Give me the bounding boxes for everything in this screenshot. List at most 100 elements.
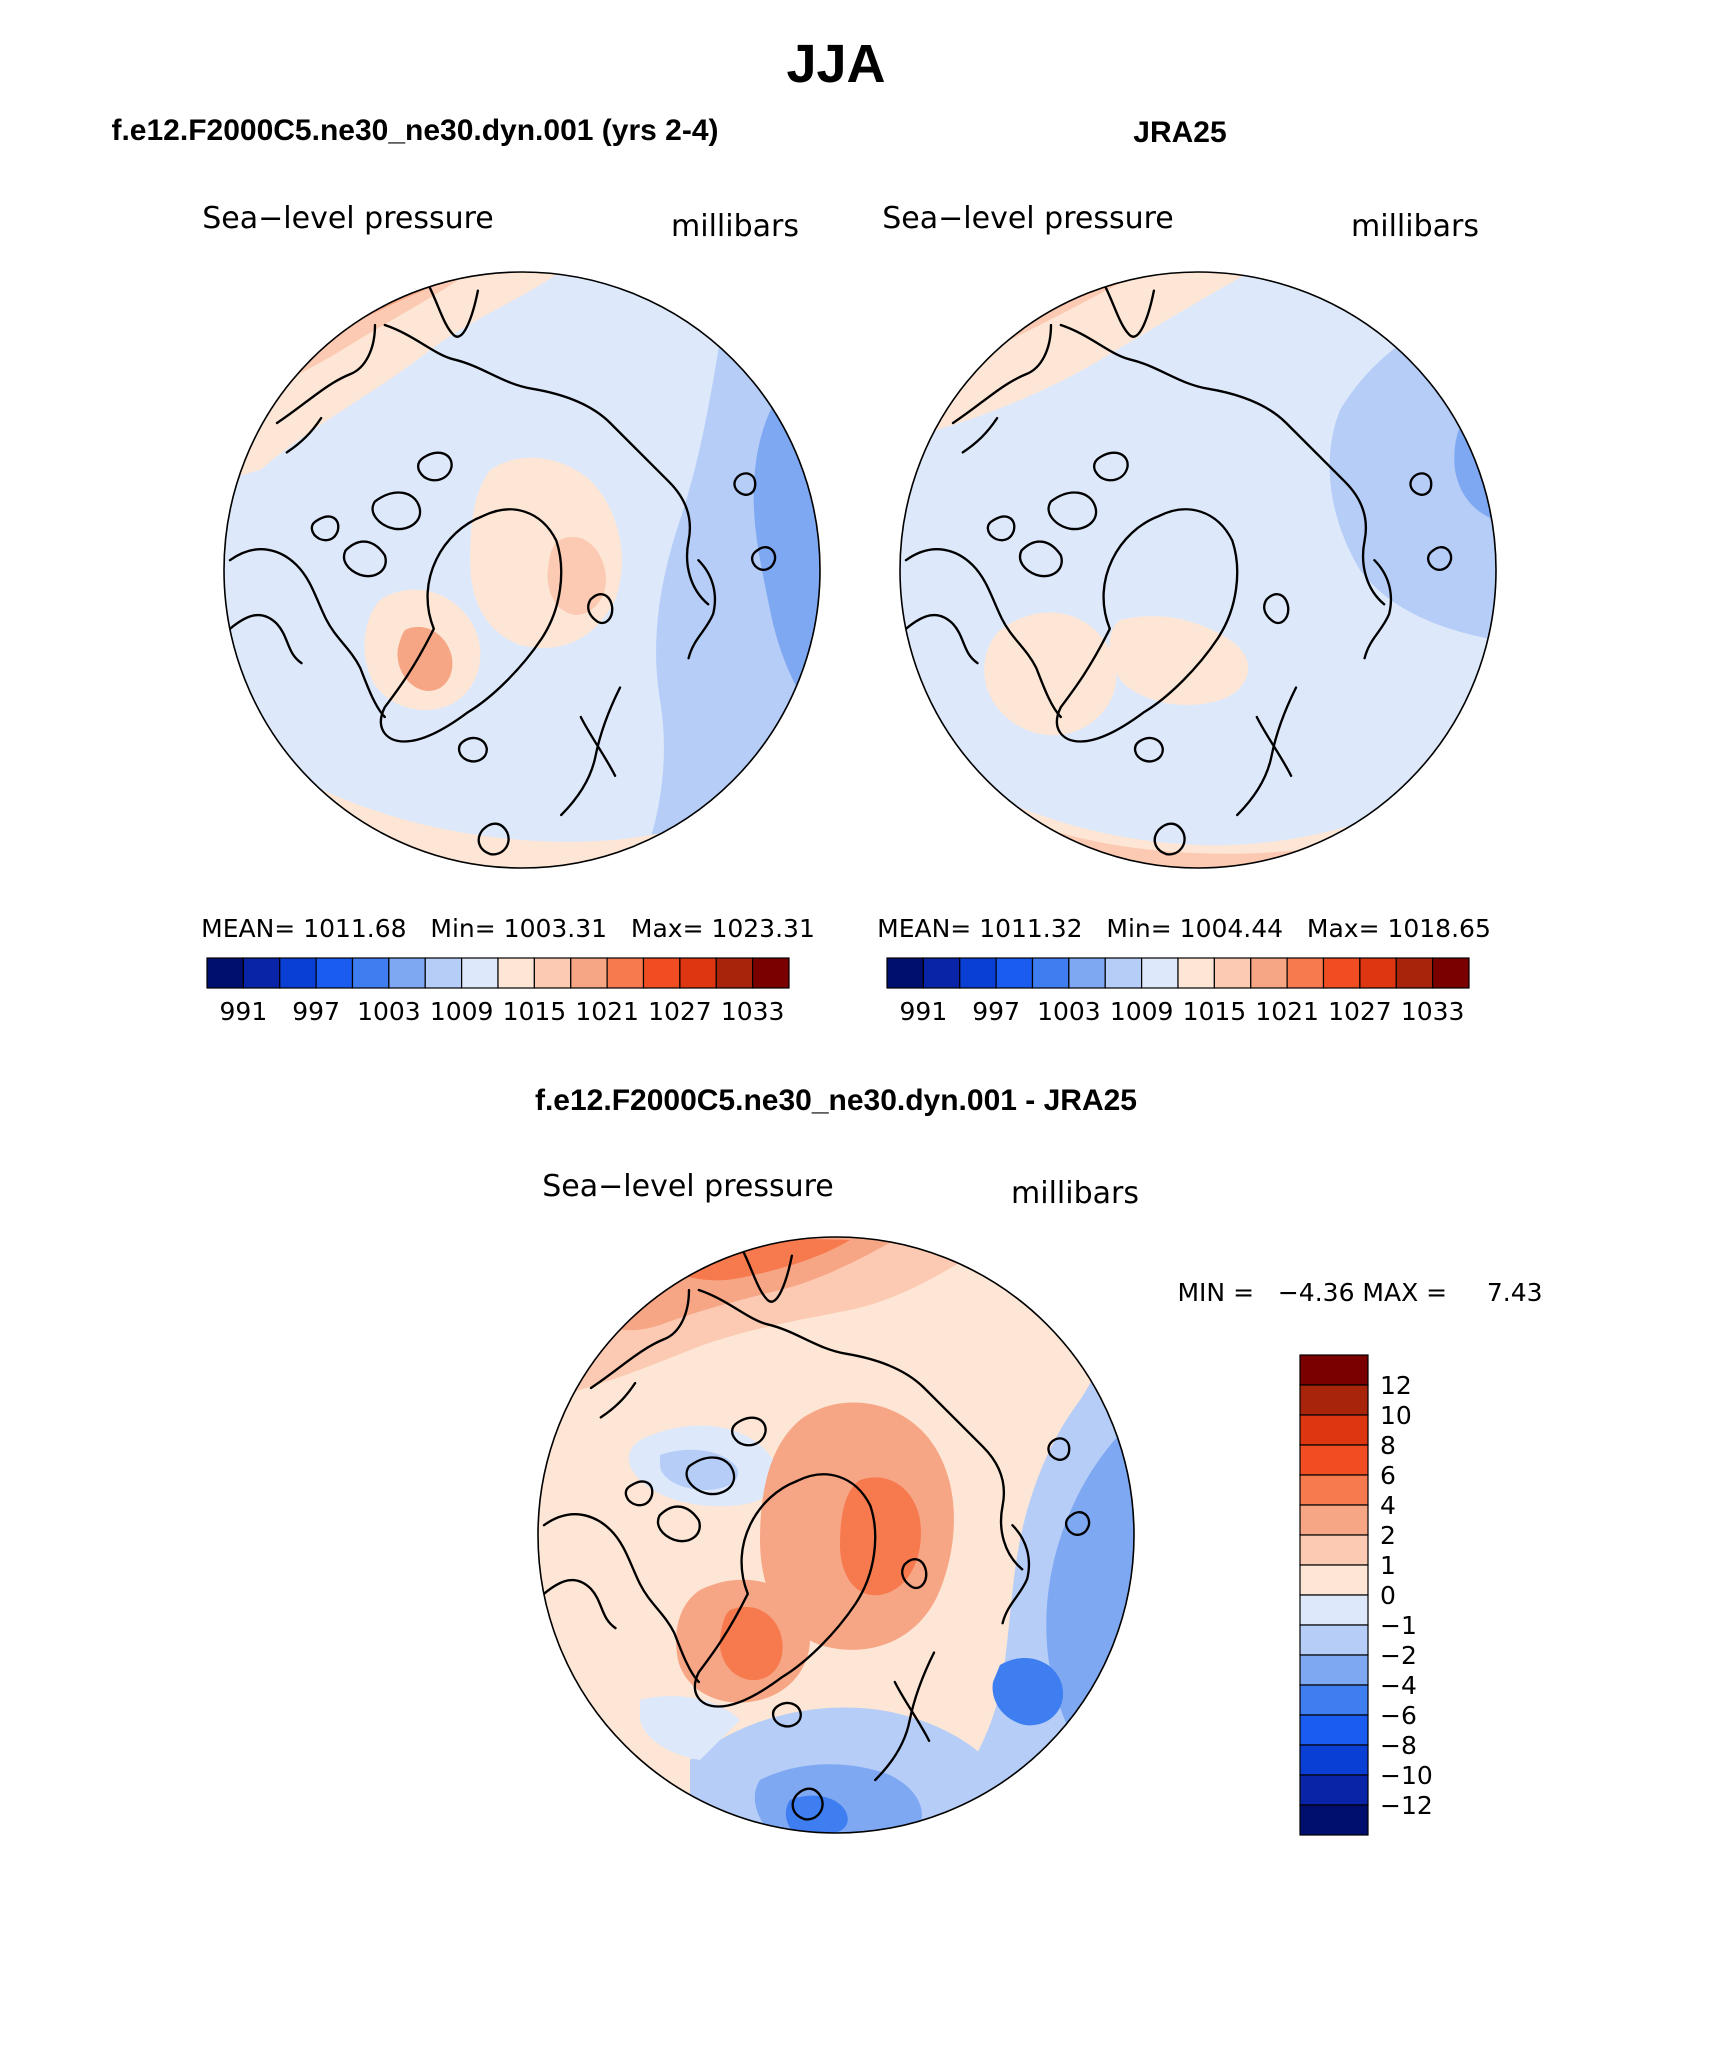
- diff-colorbar: [1299, 1354, 1369, 1836]
- colorbar-swatch: [1299, 1354, 1369, 1386]
- colorbar-swatch: [388, 957, 426, 989]
- panel-a-map: [223, 271, 821, 869]
- colorbar-tick-label: 991: [900, 997, 948, 1026]
- colorbar-swatch: [315, 957, 354, 989]
- diff-minmax: MIN = −4.36 MAX = 7.43: [1177, 1278, 1542, 1307]
- colorbar-tick-label: 4: [1380, 1491, 1396, 1520]
- panel-a-colorbar-labels: 991 997 1003 1009 1015 1021 1027 1033: [220, 997, 785, 1026]
- colorbar-swatch: [1299, 1684, 1369, 1716]
- colorbar-tick-label: 1009: [1110, 997, 1174, 1026]
- colorbar-swatch: [351, 957, 390, 989]
- diff-map: [537, 1236, 1135, 1834]
- colorbar-swatch: [206, 957, 244, 989]
- colorbar-tick-label: −12: [1380, 1791, 1433, 1820]
- colorbar-tick-label: 6: [1380, 1461, 1396, 1490]
- colorbar-tick-label: 1015: [503, 997, 567, 1026]
- panel-a-title: f.e12.F2000C5.ne30_ne30.dyn.001 (yrs 2-4…: [111, 114, 718, 147]
- panel-b-colorbar-labels: 991 997 1003 1009 1015 1021 1027 1033: [900, 997, 1465, 1026]
- colorbar-tick-label: 1003: [357, 997, 421, 1026]
- colorbar-swatch: [715, 957, 754, 989]
- colorbar-tick-label: 997: [292, 997, 340, 1026]
- colorbar-tick-label: 2: [1380, 1521, 1396, 1550]
- colorbar-swatch: [279, 957, 317, 989]
- colorbar-swatch: [461, 957, 499, 989]
- colorbar-swatch: [642, 957, 681, 989]
- colorbar-swatch: [533, 957, 572, 989]
- colorbar-swatch: [1299, 1714, 1369, 1746]
- colorbar-tick-label: 1003: [1037, 997, 1101, 1026]
- colorbar-swatch: [1299, 1414, 1369, 1446]
- colorbar-tick-label: −6: [1380, 1701, 1417, 1730]
- panel-a-stats: MEAN= 1011.68 Min= 1003.31 Max= 1023.31: [201, 914, 815, 943]
- diff-title: f.e12.F2000C5.ne30_ne30.dyn.001 - JRA25: [535, 1084, 1137, 1117]
- colorbar-swatch: [606, 957, 645, 989]
- colorbar-swatch: [1068, 957, 1106, 989]
- colorbar-tick-label: −8: [1380, 1731, 1417, 1760]
- panel-b-units: millibars: [1351, 209, 1479, 244]
- colorbar-swatch: [1177, 957, 1215, 989]
- colorbar-tick-label: 12: [1380, 1371, 1412, 1400]
- colorbar-swatch: [1250, 957, 1288, 989]
- colorbar-swatch: [424, 957, 463, 989]
- colorbar-swatch: [959, 957, 997, 989]
- colorbar-swatch: [1299, 1744, 1369, 1776]
- diff-units: millibars: [1011, 1176, 1139, 1211]
- colorbar-tick-label: 0: [1380, 1581, 1396, 1610]
- colorbar-swatch: [1299, 1474, 1369, 1506]
- colorbar-swatch: [1104, 957, 1143, 989]
- panel-b-stats: MEAN= 1011.32 Min= 1004.44 Max= 1018.65: [877, 914, 1491, 943]
- colorbar-swatch: [679, 957, 717, 989]
- colorbar-tick-label: 997: [972, 997, 1020, 1026]
- colorbar-tick-label: 1: [1380, 1551, 1396, 1580]
- panel-b-title: JRA25: [1133, 116, 1226, 149]
- diff-variable: Sea−level pressure: [542, 1169, 833, 1204]
- colorbar-tick-label: 1027: [1328, 997, 1392, 1026]
- panel-a-units: millibars: [671, 209, 799, 244]
- colorbar-tick-label: 1021: [575, 997, 639, 1026]
- colorbar-swatch: [1213, 957, 1252, 989]
- colorbar-tick-label: 1015: [1183, 997, 1247, 1026]
- colorbar-tick-label: −4: [1380, 1671, 1417, 1700]
- colorbar-swatch: [1299, 1774, 1369, 1806]
- panel-b-colorbar: [886, 957, 1470, 989]
- colorbar-tick-label: 10: [1380, 1401, 1412, 1430]
- colorbar-swatch: [1395, 957, 1434, 989]
- panel-a-variable: Sea−level pressure: [202, 201, 493, 236]
- colorbar-swatch: [1141, 957, 1179, 989]
- figure-title: JJA: [786, 34, 885, 94]
- panel-a-colorbar: [206, 957, 790, 989]
- colorbar-tick-label: −1: [1380, 1611, 1417, 1640]
- colorbar-swatch: [1299, 1624, 1369, 1656]
- colorbar-tick-label: 1021: [1255, 997, 1319, 1026]
- colorbar-swatch: [1299, 1384, 1369, 1416]
- colorbar-tick-label: 8: [1380, 1431, 1396, 1460]
- colorbar-tick-label: −10: [1380, 1761, 1433, 1790]
- panel-b-map: [899, 271, 1497, 869]
- colorbar-swatch: [752, 957, 790, 989]
- colorbar-swatch: [1359, 957, 1397, 989]
- colorbar-swatch: [497, 957, 535, 989]
- colorbar-swatch: [922, 957, 961, 989]
- colorbar-swatch: [1299, 1654, 1369, 1686]
- colorbar-swatch: [1031, 957, 1070, 989]
- colorbar-tick-label: 1033: [1401, 997, 1465, 1026]
- colorbar-tick-label: 1009: [430, 997, 494, 1026]
- colorbar-swatch: [1432, 957, 1470, 989]
- colorbar-swatch: [886, 957, 924, 989]
- colorbar-tick-label: 1027: [648, 997, 712, 1026]
- colorbar-swatch: [1299, 1534, 1369, 1566]
- colorbar-swatch: [1286, 957, 1325, 989]
- colorbar-tick-label: −2: [1380, 1641, 1417, 1670]
- panel-b-variable: Sea−level pressure: [882, 201, 1173, 236]
- colorbar-tick-label: 991: [220, 997, 268, 1026]
- colorbar-swatch: [1299, 1594, 1369, 1626]
- colorbar-swatch: [1299, 1804, 1369, 1836]
- colorbar-swatch: [995, 957, 1034, 989]
- colorbar-swatch: [1299, 1564, 1369, 1596]
- colorbar-swatch: [570, 957, 608, 989]
- colorbar-swatch: [1299, 1444, 1369, 1476]
- colorbar-swatch: [242, 957, 281, 989]
- colorbar-swatch: [1322, 957, 1361, 989]
